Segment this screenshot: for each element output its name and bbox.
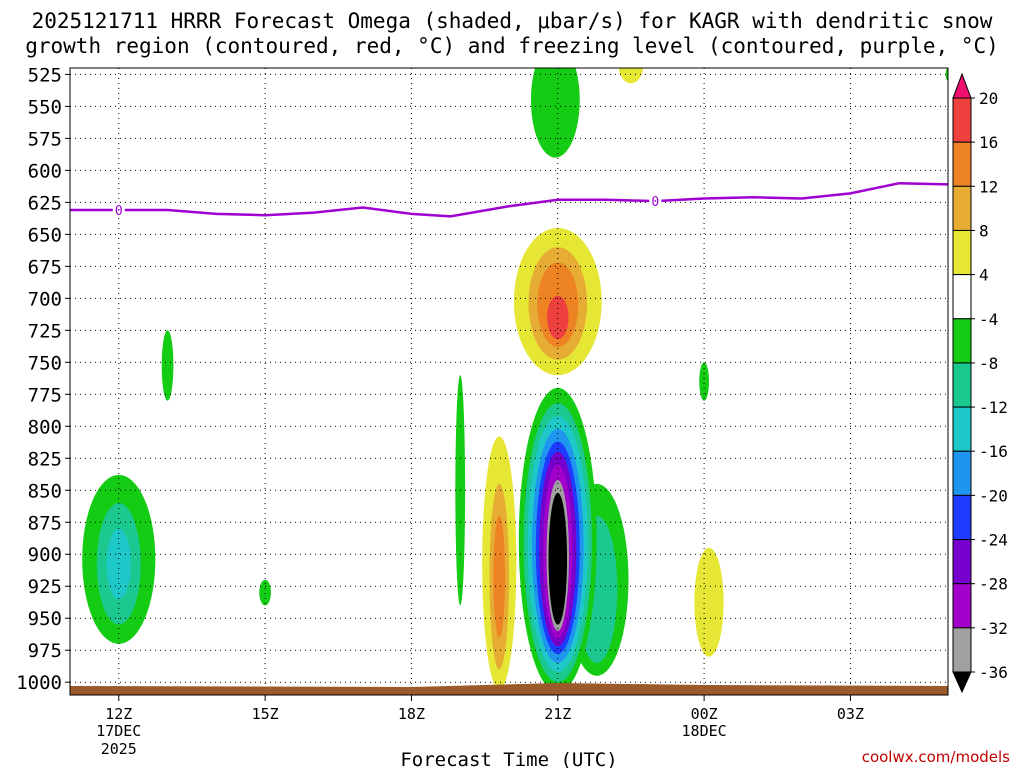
upper-upward-cell-level-0	[530, 68, 580, 158]
freezing-level-label: 0	[115, 204, 123, 219]
x-tick-sublabel-18DEC: 18DEC	[682, 722, 727, 740]
colorbar-top-arrow	[952, 72, 972, 99]
y-tick-label-525: 525	[28, 64, 62, 86]
omega-field	[82, 68, 948, 693]
colorbar-swatch	[952, 583, 972, 629]
y-tick-label-975: 975	[28, 640, 62, 662]
colorbar-label: 16	[979, 133, 998, 152]
y-tick-label-600: 600	[28, 160, 62, 182]
y-tick-label-925: 925	[28, 576, 62, 598]
colorbar-label: 8	[979, 221, 989, 240]
y-tick-label-825: 825	[28, 448, 62, 470]
sliver-00z-level-0	[699, 362, 709, 401]
colorbar-swatch	[952, 494, 972, 541]
colorbar-label: -36	[979, 663, 1008, 682]
x-tick-label-00Z: 00Z	[691, 705, 718, 723]
y-tick-label-575: 575	[28, 128, 62, 150]
y-tick-label-650: 650	[28, 224, 62, 246]
y-tick-label-900: 900	[28, 544, 62, 566]
x-tick-label-15Z: 15Z	[252, 705, 279, 723]
colorbar-swatch	[952, 362, 972, 408]
y-tick-label-675: 675	[28, 256, 62, 278]
colorbar-swatch	[952, 141, 972, 187]
freezing-level-label-bg	[112, 203, 125, 218]
colorbar-label: -8	[979, 354, 998, 373]
upper-downward-sliver-level-0	[618, 68, 644, 84]
freezing-level-label: 0	[651, 195, 659, 210]
colorbar-label: -28	[979, 575, 1008, 594]
colorbar-swatch	[952, 274, 972, 320]
plot-border	[69, 67, 949, 696]
y-tick-label-775: 775	[28, 384, 62, 406]
colorbar-label: -32	[979, 619, 1008, 638]
x-tick-label-03Z: 03Z	[837, 705, 864, 723]
colorbar-label: -20	[979, 486, 1008, 505]
colorbar-label: 12	[979, 177, 998, 196]
y-tick-label-800: 800	[28, 416, 62, 438]
sliver-13z-level-0	[161, 330, 174, 401]
colorbar-swatch	[952, 318, 972, 364]
colorbar-swatch	[952, 539, 972, 585]
y-tick-label-950: 950	[28, 608, 62, 630]
x-tick-sublabel-17DEC: 17DEC	[96, 722, 141, 740]
mid-downward-cell-level-3	[547, 295, 569, 340]
y-tick-label-1000: 1000	[16, 672, 62, 694]
freezing-level-label-bg	[649, 194, 662, 209]
colorbar-swatch	[952, 229, 972, 276]
colorbar-swatch	[952, 627, 972, 673]
sliver-15z-level-0	[259, 579, 271, 606]
y-tick-label-550: 550	[28, 96, 62, 118]
chart-title-line-2: growth region (contoured, red, °C) and f…	[25, 34, 999, 58]
low-downward-00z-level-0	[694, 547, 724, 657]
colorbar-swatch	[952, 185, 972, 231]
colorbar-label: 4	[979, 266, 989, 285]
colorbar-label: 20	[979, 89, 998, 108]
colorbar-swatch	[952, 450, 972, 496]
colorbar-bottom-arrow	[952, 671, 972, 694]
colorbar-swatch	[952, 406, 972, 452]
colorbar-label: -4	[979, 310, 998, 329]
colorbar-label: -12	[979, 398, 1008, 417]
credit-text[interactable]: coolwx.com/models	[861, 748, 1010, 766]
low-downward-cell-level-2	[493, 515, 506, 638]
freezing-level-line	[70, 181, 948, 218]
x-axis-title: Forecast Time (UTC)	[400, 749, 617, 768]
x-tick-label-21Z: 21Z	[544, 705, 571, 723]
colorbar-label: -24	[979, 531, 1008, 550]
y-tick-label-750: 750	[28, 352, 62, 374]
y-tick-label-850: 850	[28, 480, 62, 502]
terrain-strip	[70, 683, 948, 695]
colorbar-swatch	[952, 97, 972, 143]
top-right-green-level-0	[945, 68, 948, 81]
x-tick-label-12Z: 12Z	[105, 705, 132, 723]
y-tick-label-875: 875	[28, 512, 62, 534]
x-tick-year-2025: 2025	[101, 740, 137, 758]
x-tick-label-18Z: 18Z	[398, 705, 425, 723]
y-tick-label-700: 700	[28, 288, 62, 310]
y-tick-label-625: 625	[28, 192, 62, 214]
y-tick-label-725: 725	[28, 320, 62, 342]
colorbar-label: -16	[979, 442, 1008, 461]
chart-title-line-1: 2025121711 HRRR Forecast Omega (shaded, …	[31, 9, 993, 33]
